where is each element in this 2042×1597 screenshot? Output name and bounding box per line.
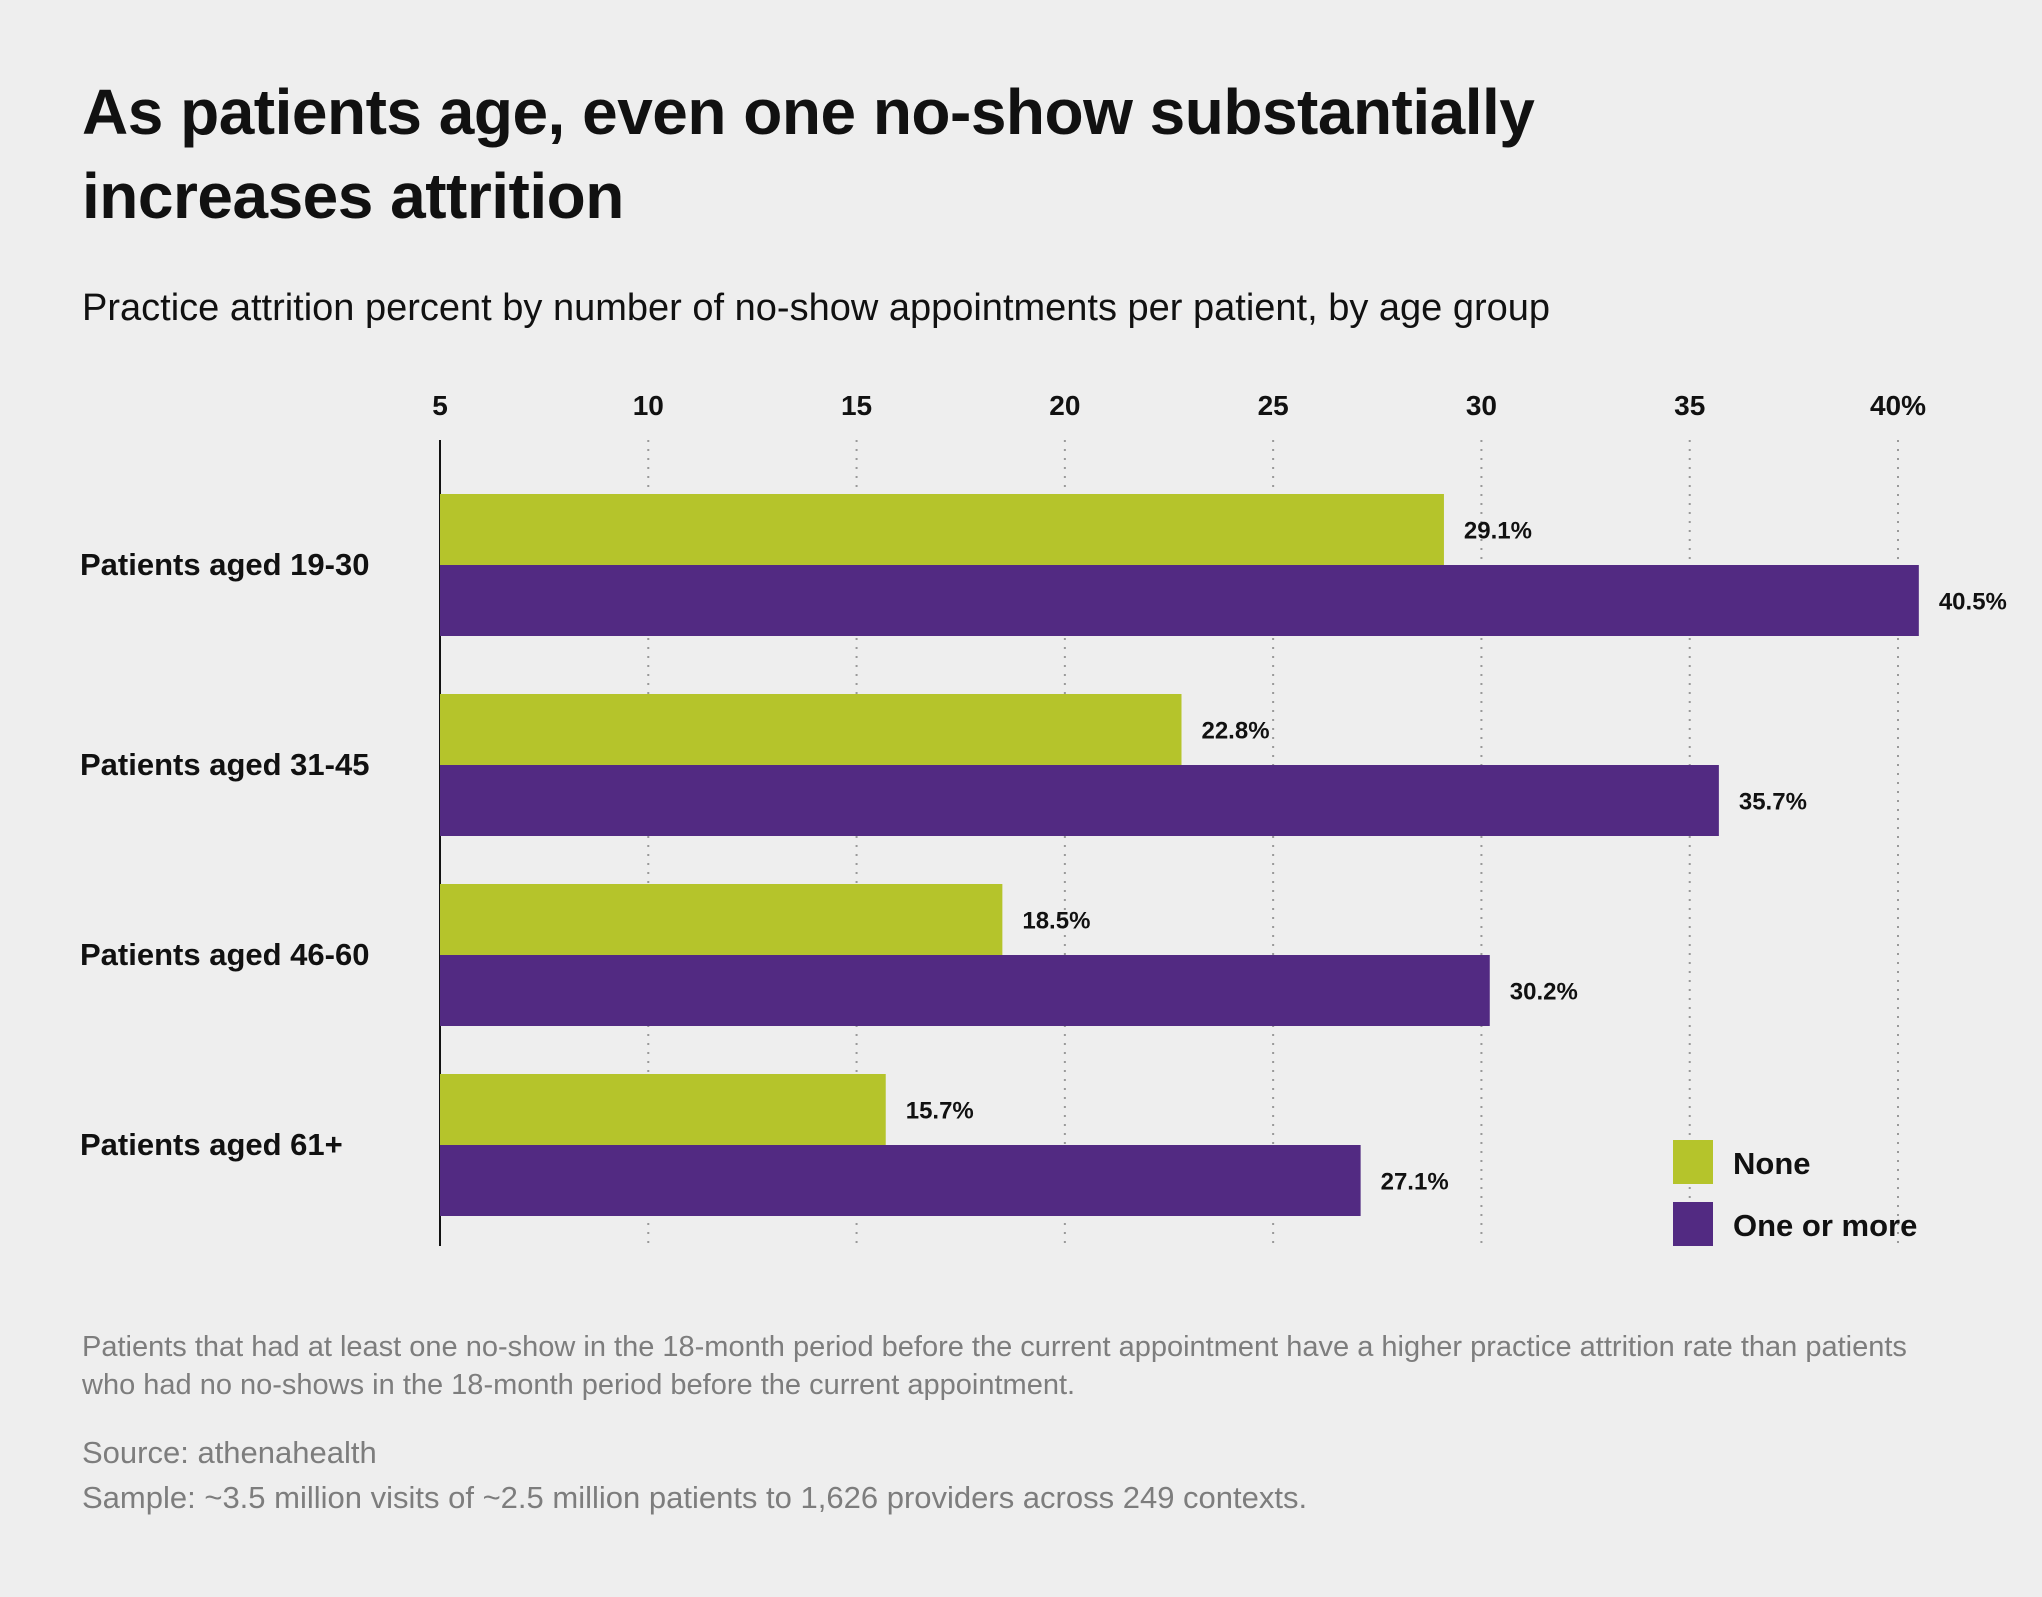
chart-note: Patients that had at least one no-show i… xyxy=(82,1331,1907,1401)
x-tick-label: 25 xyxy=(1258,390,1289,421)
bar-chart: 5 10 15 20 25 30 35 40% 29.1% 40.5% 22.8% 35.7% 18.… xyxy=(80,390,2007,1246)
bar-none xyxy=(440,884,1003,955)
x-tick-label: 20 xyxy=(1049,390,1080,421)
data-label: 35.7% xyxy=(1739,789,1807,816)
x-tick-label: 15 xyxy=(841,390,872,421)
bar-none xyxy=(440,1074,886,1145)
legend-swatch xyxy=(1673,1140,1713,1184)
data-labels: 29.1% 40.5% 22.8% 35.7% 18.5% 30.2% 15.7% 27.1% xyxy=(906,518,2007,1196)
data-label: 30.2% xyxy=(1510,979,1578,1006)
bars xyxy=(440,494,1919,1216)
category-label: Patients aged 46-60 xyxy=(80,937,369,972)
category-label: Patients aged 31-45 xyxy=(80,747,369,782)
bar-one-or-more xyxy=(440,565,1919,636)
category-labels: Patients aged 19-30 Patients aged 31-45 Pa… xyxy=(80,547,369,1162)
x-axis-ticks: 5 10 15 20 25 30 35 40% xyxy=(432,390,1926,421)
bar-one-or-more xyxy=(440,1145,1361,1216)
x-tick-label: 10 xyxy=(633,390,664,421)
chart-sample: Sample: ~3.5 million visits of ~2.5 mill… xyxy=(82,1480,1308,1515)
x-tick-label: 30 xyxy=(1466,390,1497,421)
x-tick-label: 40% xyxy=(1870,390,1926,421)
chart-title: As patients age, even one no-show substa… xyxy=(82,76,1535,232)
chart-source: Source: athenahealth xyxy=(82,1435,377,1470)
legend-swatch xyxy=(1673,1202,1713,1246)
legend-label: One or more xyxy=(1733,1208,1917,1243)
category-label: Patients aged 19-30 xyxy=(80,547,369,582)
data-label: 18.5% xyxy=(1022,908,1090,935)
legend: None One or more xyxy=(1673,1140,1917,1246)
legend-label: None xyxy=(1733,1146,1811,1181)
data-label: 15.7% xyxy=(906,1098,974,1125)
bar-one-or-more xyxy=(440,765,1719,836)
data-label: 27.1% xyxy=(1381,1169,1449,1196)
bar-one-or-more xyxy=(440,955,1490,1026)
data-label: 40.5% xyxy=(1939,589,2007,616)
data-label: 29.1% xyxy=(1464,518,1532,545)
chart-subtitle: Practice attrition percent by number of … xyxy=(82,287,1551,329)
x-tick-label: 5 xyxy=(432,390,448,421)
x-tick-label: 35 xyxy=(1674,390,1705,421)
data-label: 22.8% xyxy=(1201,718,1269,745)
bar-none xyxy=(440,694,1182,765)
category-label: Patients aged 61+ xyxy=(80,1127,343,1162)
bar-none xyxy=(440,494,1444,565)
